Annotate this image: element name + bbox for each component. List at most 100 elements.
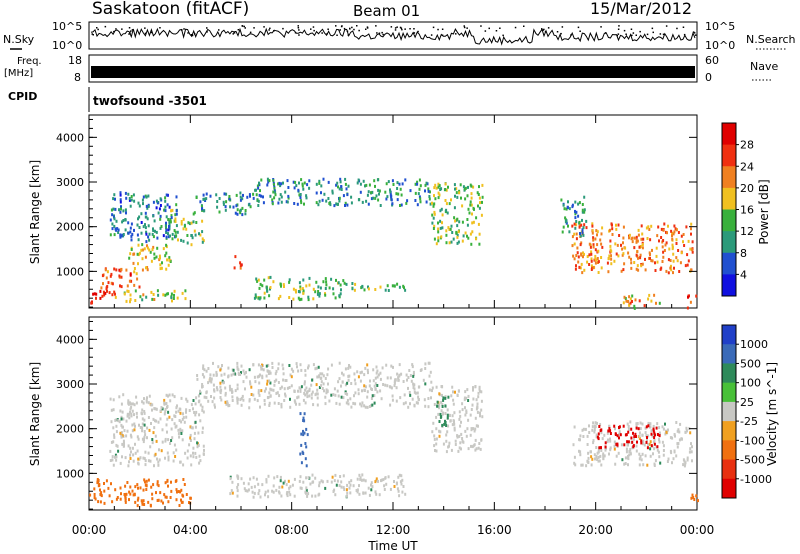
- nsearch-dot: [466, 27, 468, 29]
- heatmap-cell: [240, 396, 243, 400]
- heatmap-cell: [459, 183, 462, 187]
- heatmap-cell: [445, 433, 448, 437]
- heatmap-cell: [159, 409, 162, 413]
- heatmap-cell: [124, 500, 127, 504]
- heatmap-cell: [334, 296, 337, 300]
- heatmap-cell: [117, 449, 120, 453]
- heatmap-cell: [374, 288, 377, 291]
- heatmap-cell: [581, 463, 584, 467]
- heatmap-cell: [359, 476, 362, 480]
- heatmap-cell: [580, 262, 583, 266]
- heatmap-cell: [459, 424, 462, 428]
- heatmap-cell: [124, 228, 127, 232]
- heatmap-cell: [618, 425, 621, 429]
- heatmap-cell: [170, 209, 173, 213]
- heatmap-cell: [583, 208, 586, 212]
- nsearch-dot: [625, 33, 627, 35]
- heatmap-cell: [387, 180, 390, 184]
- heatmap-cell: [324, 292, 326, 296]
- heatmap-cell: [637, 427, 640, 431]
- heatmap-cell: [190, 243, 193, 247]
- heatmap-cell: [314, 494, 317, 498]
- heatmap-cell: [157, 498, 160, 502]
- heatmap-cell: [293, 399, 296, 403]
- heatmap-cell: [418, 187, 421, 191]
- heatmap-cell: [624, 456, 627, 460]
- heatmap-cell: [398, 373, 401, 377]
- heatmap-cell: [120, 423, 123, 427]
- heatmap-cell: [181, 438, 184, 442]
- heatmap-cell: [231, 491, 234, 495]
- nsearch-dot: [130, 30, 132, 32]
- heatmap-cell: [117, 231, 120, 234]
- heatmap-cell: [632, 437, 635, 441]
- heatmap-cell: [378, 189, 381, 193]
- heatmap-cell: [436, 404, 439, 408]
- heatmap-cell: [350, 405, 353, 409]
- heatmap-cell: [271, 489, 274, 493]
- colorbar-swatch: [722, 363, 736, 384]
- nsearch-dot: [378, 32, 381, 34]
- heatmap-cell: [143, 418, 146, 422]
- heatmap-cell: [458, 410, 461, 414]
- nsearch-dot: [401, 28, 403, 31]
- heatmap-cell: [649, 238, 652, 242]
- heatmap-cell: [389, 487, 392, 491]
- heatmap-cell: [167, 228, 170, 232]
- heatmap-cell: [668, 247, 671, 251]
- heatmap-cell: [268, 379, 271, 383]
- heatmap-cell: [155, 439, 158, 443]
- heatmap-cell: [686, 253, 689, 257]
- heatmap-cell: [182, 227, 185, 231]
- heatmap-cell: [431, 386, 434, 390]
- heatmap-cell: [274, 190, 277, 194]
- heatmap-cell: [303, 391, 306, 395]
- heatmap-cell: [316, 388, 319, 392]
- heatmap-cell: [342, 474, 345, 478]
- heatmap-cell: [161, 407, 164, 411]
- heatmap-cell: [339, 475, 342, 478]
- heatmap-cell: [367, 486, 370, 490]
- heatmap-cell: [236, 485, 239, 489]
- heatmap-cell: [160, 406, 163, 410]
- heatmap-cell: [636, 264, 639, 268]
- heatmap-cell: [574, 200, 577, 204]
- heatmap-cell: [372, 196, 375, 200]
- heatmap-cell: [346, 381, 349, 385]
- heatmap-cell: [152, 417, 155, 421]
- nsearch-dot: [514, 26, 517, 29]
- heatmap-cell: [481, 183, 484, 187]
- heatmap-cell: [186, 456, 189, 460]
- heatmap-cell: [249, 382, 252, 386]
- heatmap-cell: [278, 485, 281, 489]
- heatmap-cell: [110, 208, 113, 212]
- heatmap-cell: [344, 390, 347, 394]
- heatmap-cell: [305, 491, 307, 495]
- heatmap-cell: [402, 402, 405, 406]
- heatmap-cell: [142, 456, 145, 460]
- nsearch-dot: [96, 27, 98, 29]
- heatmap-cell: [222, 200, 225, 204]
- heatmap-cell: [370, 397, 373, 400]
- heatmap-cell: [182, 416, 185, 420]
- heatmap-cell: [669, 436, 672, 440]
- heatmap-cell: [435, 442, 438, 446]
- heatmap-cell: [119, 486, 122, 490]
- heatmap-cell: [119, 191, 122, 195]
- heatmap-cell: [464, 231, 467, 235]
- x-tick-label: 20:00: [578, 523, 613, 537]
- heatmap-cell: [130, 405, 133, 409]
- heatmap-cell: [105, 479, 108, 483]
- heatmap-cell: [133, 403, 136, 407]
- heatmap-cell: [136, 504, 139, 508]
- heatmap-cell: [609, 446, 612, 450]
- heatmap-cell: [608, 452, 610, 456]
- heatmap-cell: [303, 181, 306, 185]
- heatmap-cell: [669, 266, 672, 270]
- heatmap-cell: [339, 180, 342, 184]
- heatmap-cell: [691, 459, 693, 463]
- heatmap-cell: [427, 397, 430, 400]
- heatmap-cell: [307, 366, 309, 370]
- heatmap-cell: [452, 390, 454, 394]
- heatmap-cell: [158, 258, 161, 262]
